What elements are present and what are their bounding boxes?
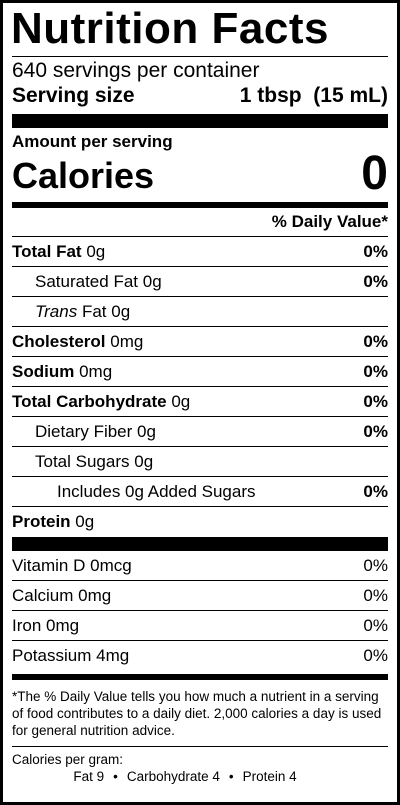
cpg-carbohydrate: Carbohydrate 4 <box>126 769 220 784</box>
nutrient-dv: 0% <box>363 241 388 261</box>
label-title: Nutrition Facts <box>11 4 329 53</box>
title-divider <box>12 56 388 57</box>
daily-value-header: % Daily Value* <box>12 208 388 237</box>
footnote-divider <box>12 746 388 747</box>
nutrient-row-protein: Protein 0g <box>12 507 388 537</box>
vitamin-row-calcium: Calcium 0mg 0% <box>12 581 388 611</box>
nutrient-name: Total Carbohydrate <box>12 391 167 411</box>
nutrient-dv: 0% <box>363 331 388 351</box>
nutrient-dv: 0% <box>363 271 388 291</box>
nutrient-row-total-carbohydrate: Total Carbohydrate 0g 0% <box>12 387 388 417</box>
servings-per-container: 640 servings per container <box>12 59 260 82</box>
nutrient-amount: 0mg <box>79 361 113 381</box>
nutrient-amount: 0g <box>111 301 131 321</box>
calories-per-gram-label: Calories per gram: <box>12 752 124 767</box>
vitamin-amount: 0mg <box>78 585 112 605</box>
nutrient-dv: 0% <box>363 391 388 411</box>
nutrient-row-saturated-fat: Saturated Fat 0g 0% <box>12 267 388 297</box>
nutrient-dv: 0% <box>363 481 388 501</box>
nutrient-amount: 0g <box>134 451 154 471</box>
serving-size-label: Serving size <box>12 84 135 107</box>
thick-divider-vitamins <box>12 537 388 551</box>
nutrient-name: Trans <box>35 301 78 321</box>
nutrient-name: Cholesterol <box>12 331 106 351</box>
thick-divider <box>12 114 388 128</box>
vitamin-dv: 0% <box>363 555 388 575</box>
medium-divider <box>12 202 388 208</box>
nutrient-name: Includes 0g Added Sugars <box>57 481 256 501</box>
serving-size-value: 1 tbsp (15 mL) <box>239 84 388 107</box>
nutrient-amount: 0g <box>171 391 191 411</box>
nutrient-amount: 0g <box>86 241 106 261</box>
nutrient-amount: 0mg <box>110 331 144 351</box>
daily-value-footnote: *The % Daily Value tells you how much a … <box>12 689 382 738</box>
calories-value: 0 <box>361 147 388 200</box>
vitamin-dv: 0% <box>363 646 388 665</box>
bullet-separator: • <box>113 769 118 784</box>
nutrient-amount: 0g <box>75 512 95 531</box>
nutrient-amount: 0g <box>142 271 162 291</box>
nutrient-name: Saturated Fat <box>35 271 139 291</box>
nutrient-row-cholesterol: Cholesterol 0mg 0% <box>12 327 388 357</box>
vitamin-name: Vitamin D <box>12 555 86 575</box>
nutrient-row-dietary-fiber: Dietary Fiber 0g 0% <box>12 417 388 447</box>
vitamin-row-iron: Iron 0mg 0% <box>12 611 388 641</box>
amount-per-serving: Amount per serving <box>12 132 173 151</box>
vitamin-amount: 0mg <box>46 615 80 635</box>
nutrient-row-total-fat: Total Fat 0g 0% <box>12 237 388 267</box>
nutrient-name: Protein <box>12 512 71 531</box>
calories-row: Calories 0 <box>12 147 388 200</box>
nutrient-name: Dietary Fiber <box>35 421 133 441</box>
nutrient-dv: 0% <box>363 421 388 441</box>
nutrient-amount: 0g <box>137 421 156 441</box>
nutrient-name-suffix: Fat <box>81 301 107 321</box>
vitamin-amount: 0mcg <box>90 555 132 575</box>
vitamin-name: Calcium <box>12 585 74 605</box>
vitamin-name: Potassium <box>12 646 92 665</box>
vitamin-row-vitamin-d: Vitamin D 0mcg 0% <box>12 551 388 581</box>
nutrient-name: Total Fat <box>12 241 82 261</box>
calories-label: Calories <box>12 155 155 196</box>
vitamin-dv: 0% <box>363 585 388 605</box>
nutrient-dv: 0% <box>363 361 388 381</box>
bullet-separator: • <box>228 769 234 784</box>
vitamin-row-potassium: Potassium 4mg 0% <box>12 641 388 671</box>
vitamin-name: Iron <box>12 615 42 635</box>
nutrient-row-sodium: Sodium 0mg 0% <box>12 357 388 387</box>
nutrient-name: Total Sugars <box>35 451 130 471</box>
vitamin-dv: 0% <box>363 615 388 635</box>
nutrient-row-total-sugars: Total Sugars 0g <box>12 447 388 477</box>
nutrient-row-added-sugars: Includes 0g Added Sugars 0% <box>12 477 388 507</box>
cpg-fat: Fat 9 <box>73 769 105 784</box>
serving-size-row: Serving size 1 tbsp (15 mL) <box>12 84 388 108</box>
calories-per-gram-values: Fat 9 • Carbohydrate 4 • Protein 4 <box>12 768 388 785</box>
nutrient-name: Sodium <box>12 361 75 381</box>
vitamin-amount: 4mg <box>96 646 130 665</box>
medium-divider-footnote <box>12 674 388 680</box>
nutrient-row-trans-fat: Trans Fat 0g <box>12 297 388 327</box>
cpg-protein: Protein 4 <box>242 769 297 784</box>
